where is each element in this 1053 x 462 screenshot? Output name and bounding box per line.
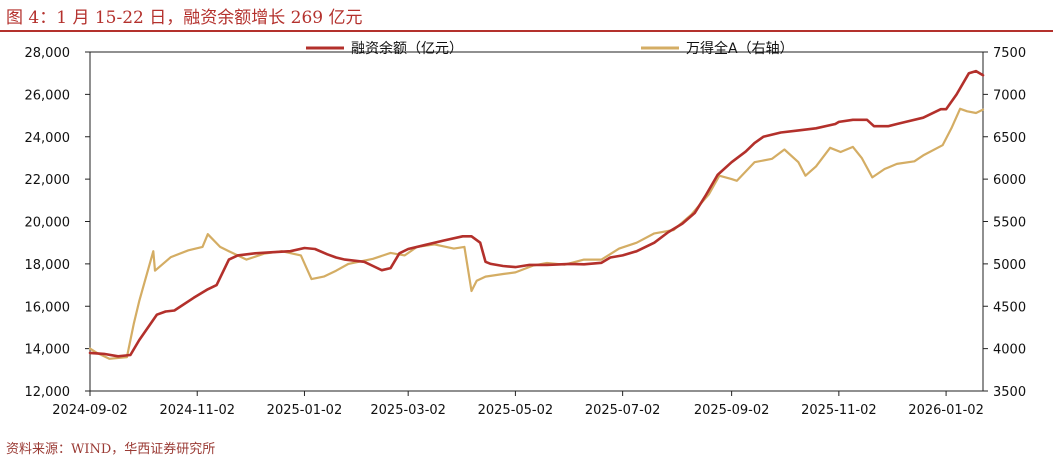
x-axis-tick-label: 2025-03-02 [370,403,446,418]
source-note: 资料来源：WIND，华西证券研究所 [6,442,216,457]
left-axis-tick-label: 16,000 [25,300,71,315]
x-axis-tick-label: 2024-09-02 [52,403,128,418]
x-axis-tick-label: 2025-07-02 [585,403,661,418]
figure-title: 图 4：1 月 15-22 日，融资余额增长 269 亿元 [6,8,363,28]
series-line-margin-balance [88,69,985,358]
series-lines [88,69,985,360]
left-axis-tick-label: 12,000 [25,385,71,400]
legend-label: 万得全A（右轴） [686,40,794,57]
right-axis-tick-label: 5000 [993,258,1026,273]
plot-frame [89,51,984,392]
left-axis-tick-label: 20,000 [25,216,71,231]
left-axis-tick-label: 28,000 [25,46,71,61]
right-axis-tick-label: 4000 [993,343,1026,358]
x-axis-tick-label: 2025-05-02 [478,403,554,418]
x-axis-tick-label: 2024-11-02 [159,403,235,418]
left-axis-tick-label: 22,000 [25,173,71,188]
right-axis-tick-label: 5500 [993,216,1026,231]
x-axis-tick-label: 2025-01-02 [267,403,343,418]
series-line-wind-all-a [88,107,985,360]
right-axis-tick-label: 3500 [993,385,1026,400]
left-axis-tick-label: 18,000 [25,258,71,273]
x-axis-tick-label: 2025-11-02 [801,403,877,418]
legend: 融资余额（亿元） 万得全A（右轴） [306,40,794,57]
x-axis-tick-label: 2025-09-02 [694,403,770,418]
chart: 12,000 14,000 16,000 18,000 20,000 22,000 24,0… [25,40,1027,418]
axes: 12,000 14,000 16,000 18,000 20,000 22,000 24,0… [25,46,1027,418]
right-axis-tick-label: 7500 [993,46,1026,61]
left-axis-tick-label: 14,000 [25,343,71,358]
legend-label: 融资余额（亿元） [351,40,463,57]
left-axis-tick-label: 24,000 [25,131,71,146]
right-axis-tick-label: 6000 [993,173,1026,188]
x-axis-tick-label: 2026-01-02 [908,403,984,418]
right-axis-tick-label: 7000 [993,88,1026,103]
left-axis-tick-label: 26,000 [25,88,71,103]
right-axis-tick-label: 6500 [993,131,1026,146]
title-rule [0,30,1053,32]
right-axis-tick-label: 4500 [993,300,1026,315]
